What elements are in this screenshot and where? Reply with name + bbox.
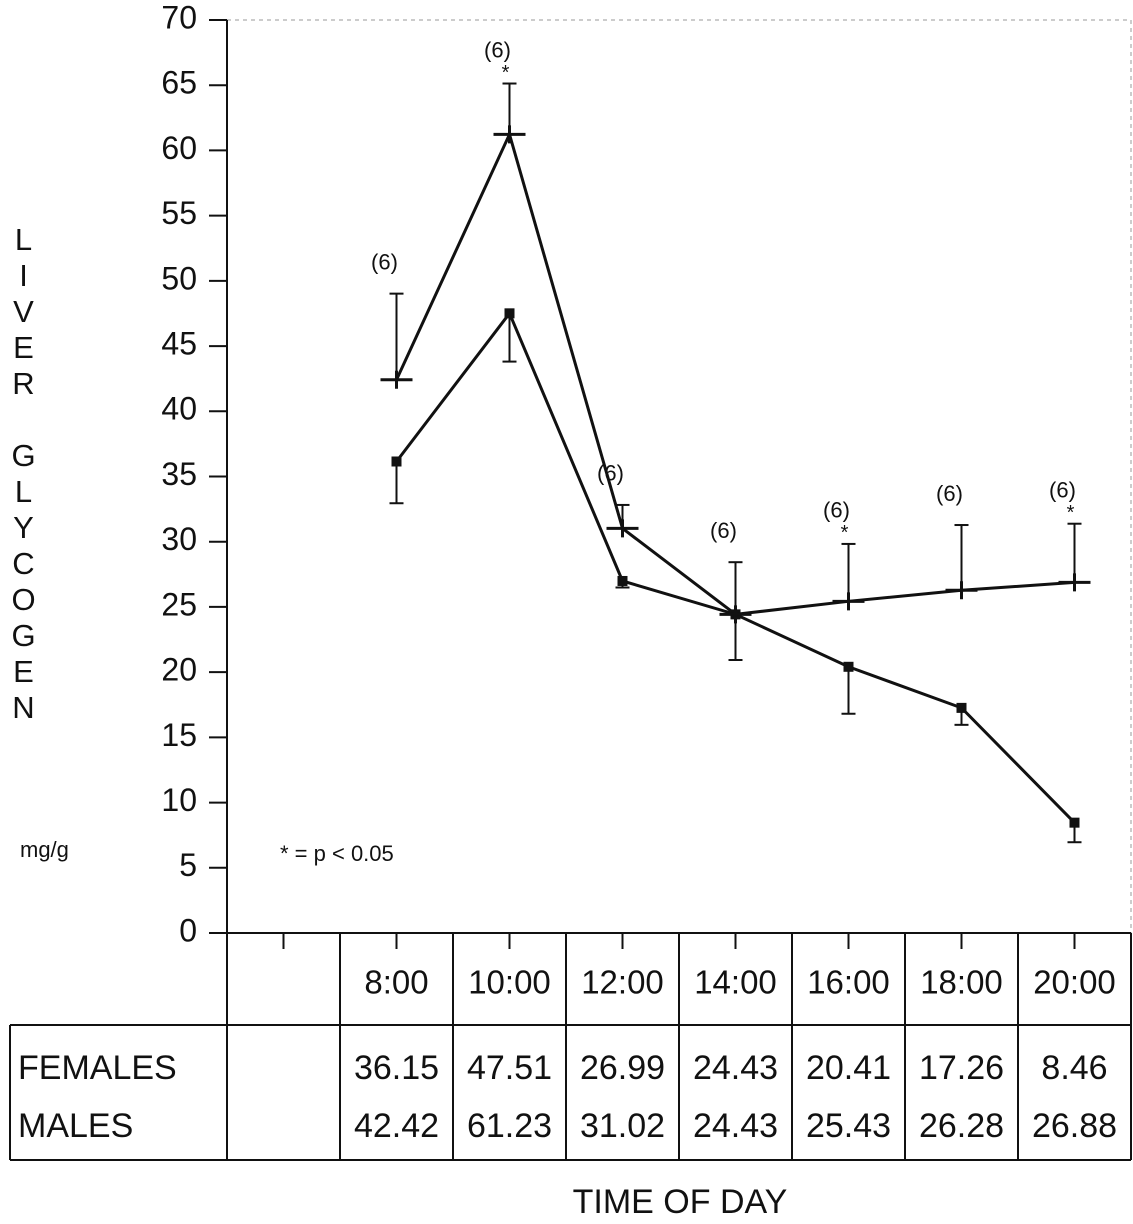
x-axis-label: TIME OF DAY [573, 1183, 788, 1221]
table-value: 24.43 [693, 1107, 778, 1145]
marker [833, 592, 865, 610]
significance-mark: * [1067, 502, 1075, 524]
significance-mark: * [841, 522, 849, 544]
table-value: 8.46 [1041, 1049, 1107, 1087]
marker [607, 519, 639, 537]
marker [494, 125, 526, 143]
y-tick-label: 70 [161, 0, 197, 35]
y-tick-label: 50 [161, 260, 197, 296]
y-tick-label: 15 [161, 717, 197, 753]
marker [946, 581, 978, 599]
marker [1070, 818, 1080, 828]
table-value: 36.15 [354, 1049, 439, 1087]
note: * = p < 0.05 [280, 841, 394, 866]
marker [392, 457, 402, 467]
table-row-label: MALES [18, 1107, 133, 1145]
y-tick-label: 40 [161, 391, 197, 427]
table-value: 42.42 [354, 1107, 439, 1145]
y-unit: mg/g [20, 837, 69, 862]
x-tick-label: 10:00 [468, 964, 551, 1001]
y-tick-label: 0 [179, 912, 197, 948]
y-tick-label: 60 [161, 130, 197, 166]
page: {"chart_data": { "type": "line", "y_labe… [0, 0, 1133, 1224]
y-tick-label: 65 [161, 65, 197, 101]
x-tick-label: 20:00 [1033, 964, 1116, 1001]
n-label: (6) [371, 249, 398, 274]
y-tick-label: 45 [161, 326, 197, 362]
x-tick-label: 12:00 [581, 964, 664, 1001]
table-value: 20.41 [806, 1049, 891, 1087]
n-label: (6) [484, 37, 511, 62]
y-tick-label: 55 [161, 195, 197, 231]
marker [505, 308, 515, 318]
marker [381, 371, 413, 389]
table-value: 26.28 [919, 1107, 1004, 1145]
table-value: 25.43 [806, 1107, 891, 1145]
y-tick-label: 25 [161, 586, 197, 622]
x-tick-label: 16:00 [807, 964, 890, 1001]
table-value: 26.99 [580, 1049, 665, 1087]
table-value: 24.43 [693, 1049, 778, 1087]
table-row-label: FEMALES [18, 1049, 177, 1087]
y-tick-label: 30 [161, 521, 197, 557]
x-tick-label: 14:00 [694, 964, 777, 1001]
table-value: 61.23 [467, 1107, 552, 1145]
n-label: (6) [936, 481, 963, 506]
n-label: (6) [710, 518, 737, 543]
x-tick-label: 8:00 [364, 964, 428, 1001]
table-value: 17.26 [919, 1049, 1004, 1087]
marker [957, 703, 967, 713]
y-tick-label: 5 [179, 847, 197, 883]
table-value: 26.88 [1032, 1107, 1117, 1145]
y-tick-label: 20 [161, 652, 197, 688]
chart: mg/g * = p < 0.05 TIME OF DAY 0 5 10 15 20 25… [0, 0, 1133, 1224]
y-tick-label: 10 [161, 782, 197, 818]
table-value: 31.02 [580, 1107, 665, 1145]
y-tick-label: 35 [161, 456, 197, 492]
n-label: (6) [823, 498, 850, 523]
x-tick-label: 18:00 [920, 964, 1003, 1001]
significance-mark: * [502, 62, 510, 84]
n-label: (6) [1049, 478, 1076, 503]
marker [618, 576, 628, 586]
n-label: (6) [597, 461, 624, 486]
marker [844, 662, 854, 672]
marker [1059, 573, 1091, 591]
table-value: 47.51 [467, 1049, 552, 1087]
